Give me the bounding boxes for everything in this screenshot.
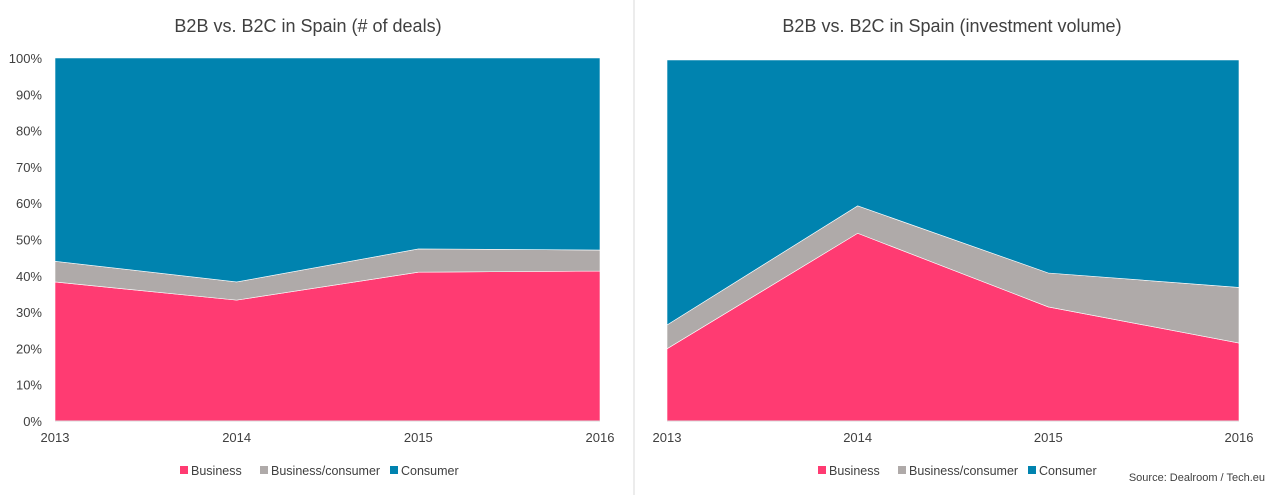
y-tick-label: 80% — [16, 124, 42, 139]
x-tick-label: 2015 — [1034, 430, 1063, 445]
y-tick-label: 40% — [16, 269, 42, 284]
area-business — [54, 270, 601, 422]
y-tick-label: 30% — [16, 305, 42, 320]
legend-label: Business/consumer — [909, 464, 1018, 478]
x-tick-label: 2016 — [1225, 430, 1254, 445]
area-consumer — [54, 57, 601, 283]
y-tick-label: 10% — [16, 378, 42, 393]
legend-label: Consumer — [1039, 464, 1097, 478]
chart-title: B2B vs. B2C in Spain (# of deals) — [174, 16, 441, 36]
x-tick-label: 2014 — [843, 430, 872, 445]
y-tick-label: 50% — [16, 233, 42, 248]
x-tick-label: 2014 — [222, 430, 251, 445]
x-tick-label: 2013 — [41, 430, 70, 445]
legend-label: Business — [829, 464, 880, 478]
legend-label: Consumer — [401, 464, 459, 478]
x-tick-label: 2013 — [653, 430, 682, 445]
x-tick-label: 2015 — [404, 430, 433, 445]
y-tick-label: 0% — [23, 414, 42, 429]
x-tick-label: 2016 — [586, 430, 615, 445]
legend-swatch — [180, 466, 188, 474]
legend-swatch — [390, 466, 398, 474]
legend-swatch — [818, 466, 826, 474]
legend-label: Business — [191, 464, 242, 478]
y-tick-label: 20% — [16, 341, 42, 356]
y-tick-label: 60% — [16, 196, 42, 211]
legend-swatch — [260, 466, 268, 474]
legend-label: Business/consumer — [271, 464, 380, 478]
source-note: Source: Dealroom / Tech.eu — [1129, 472, 1265, 484]
y-tick-label: 100% — [9, 51, 43, 66]
chart-title: B2B vs. B2C in Spain (investment volume) — [782, 16, 1121, 36]
legend-swatch — [898, 466, 906, 474]
y-tick-label: 70% — [16, 160, 42, 175]
area-consumer — [666, 59, 1240, 326]
legend-swatch — [1028, 466, 1036, 474]
y-tick-label: 90% — [16, 87, 42, 102]
